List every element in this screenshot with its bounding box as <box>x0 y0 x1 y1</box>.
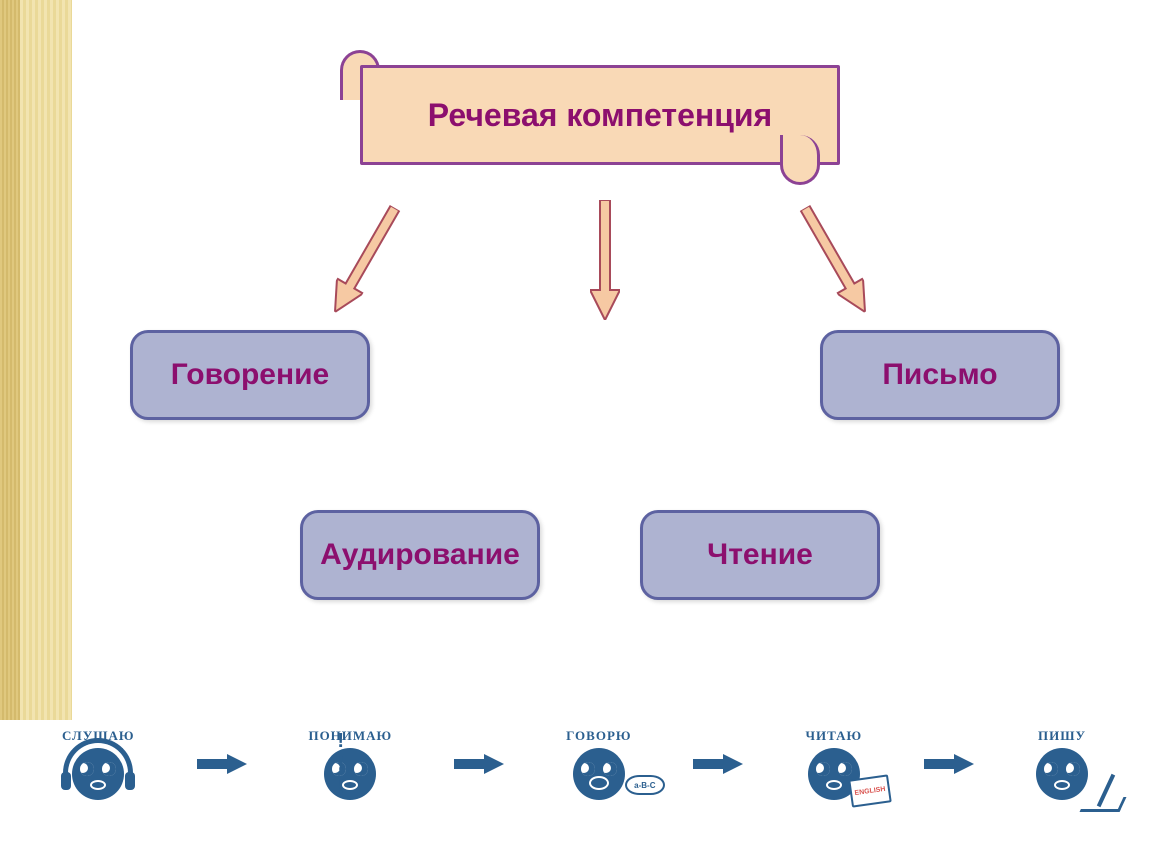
emoji-mouth <box>589 776 609 790</box>
flow-item-understand: ПОНИМАЮ ! ! ! <box>308 728 392 800</box>
box-speaking-label: Говорение <box>171 358 329 392</box>
arrow-left <box>322 201 408 320</box>
flow-label-speak: ГОВОРЮ <box>566 728 631 744</box>
scroll-curl-right <box>780 135 820 185</box>
box-listening: Аудирование <box>300 510 540 600</box>
flow-label-read: ЧИТАЮ <box>805 728 862 744</box>
emoji-face-write <box>1036 748 1088 800</box>
emoji-face-read: ENGLISH <box>808 748 860 800</box>
box-reading-label: Чтение <box>707 538 813 572</box>
box-listening-label: Аудирование <box>320 538 520 572</box>
emoji-face-listen <box>72 748 124 800</box>
box-writing-label: Письмо <box>882 358 997 392</box>
arrow-center <box>590 200 620 320</box>
emoji-mouth <box>342 780 358 790</box>
speech-bubble-icon: a-B-C <box>625 775 665 795</box>
emoji-face-speak: a-B-C <box>573 748 625 800</box>
flow-label-write: ПИШУ <box>1038 728 1086 744</box>
decorative-sidebar <box>0 0 72 720</box>
box-reading: Чтение <box>640 510 880 600</box>
sidebar-stripe-light <box>20 0 72 720</box>
flow-item-listen: СЛУШАЮ <box>62 728 135 800</box>
paper-icon <box>1080 797 1127 812</box>
emoji-mouth <box>90 780 106 790</box>
flow-item-read: ЧИТАЮ ENGLISH <box>805 728 862 800</box>
flow-item-write: ПИШУ <box>1036 728 1088 800</box>
arrow-right <box>792 201 878 320</box>
scroll-body: Речевая компетенция <box>360 65 840 165</box>
title-text: Речевая компетенция <box>428 97 772 134</box>
flow-arrow-icon <box>693 754 743 774</box>
headphone-icon <box>63 738 133 778</box>
box-writing: Письмо <box>820 330 1060 420</box>
flow-row: СЛУШАЮ ПОНИМАЮ ! ! ! ГОВОРЮ a-B-C ЧИТАЮ … <box>0 704 1150 824</box>
flow-arrow-icon <box>197 754 247 774</box>
book-icon: ENGLISH <box>848 774 892 807</box>
emoji-mouth <box>826 780 842 790</box>
flow-arrow-icon <box>454 754 504 774</box>
box-speaking: Говорение <box>130 330 370 420</box>
title-banner: Речевая компетенция <box>340 50 860 180</box>
flow-arrow-icon <box>924 754 974 774</box>
emoji-mouth <box>1054 780 1070 790</box>
emoji-face-understand: ! ! ! <box>324 748 376 800</box>
sidebar-stripe-dark <box>0 0 20 720</box>
flow-item-speak: ГОВОРЮ a-B-C <box>566 728 631 800</box>
